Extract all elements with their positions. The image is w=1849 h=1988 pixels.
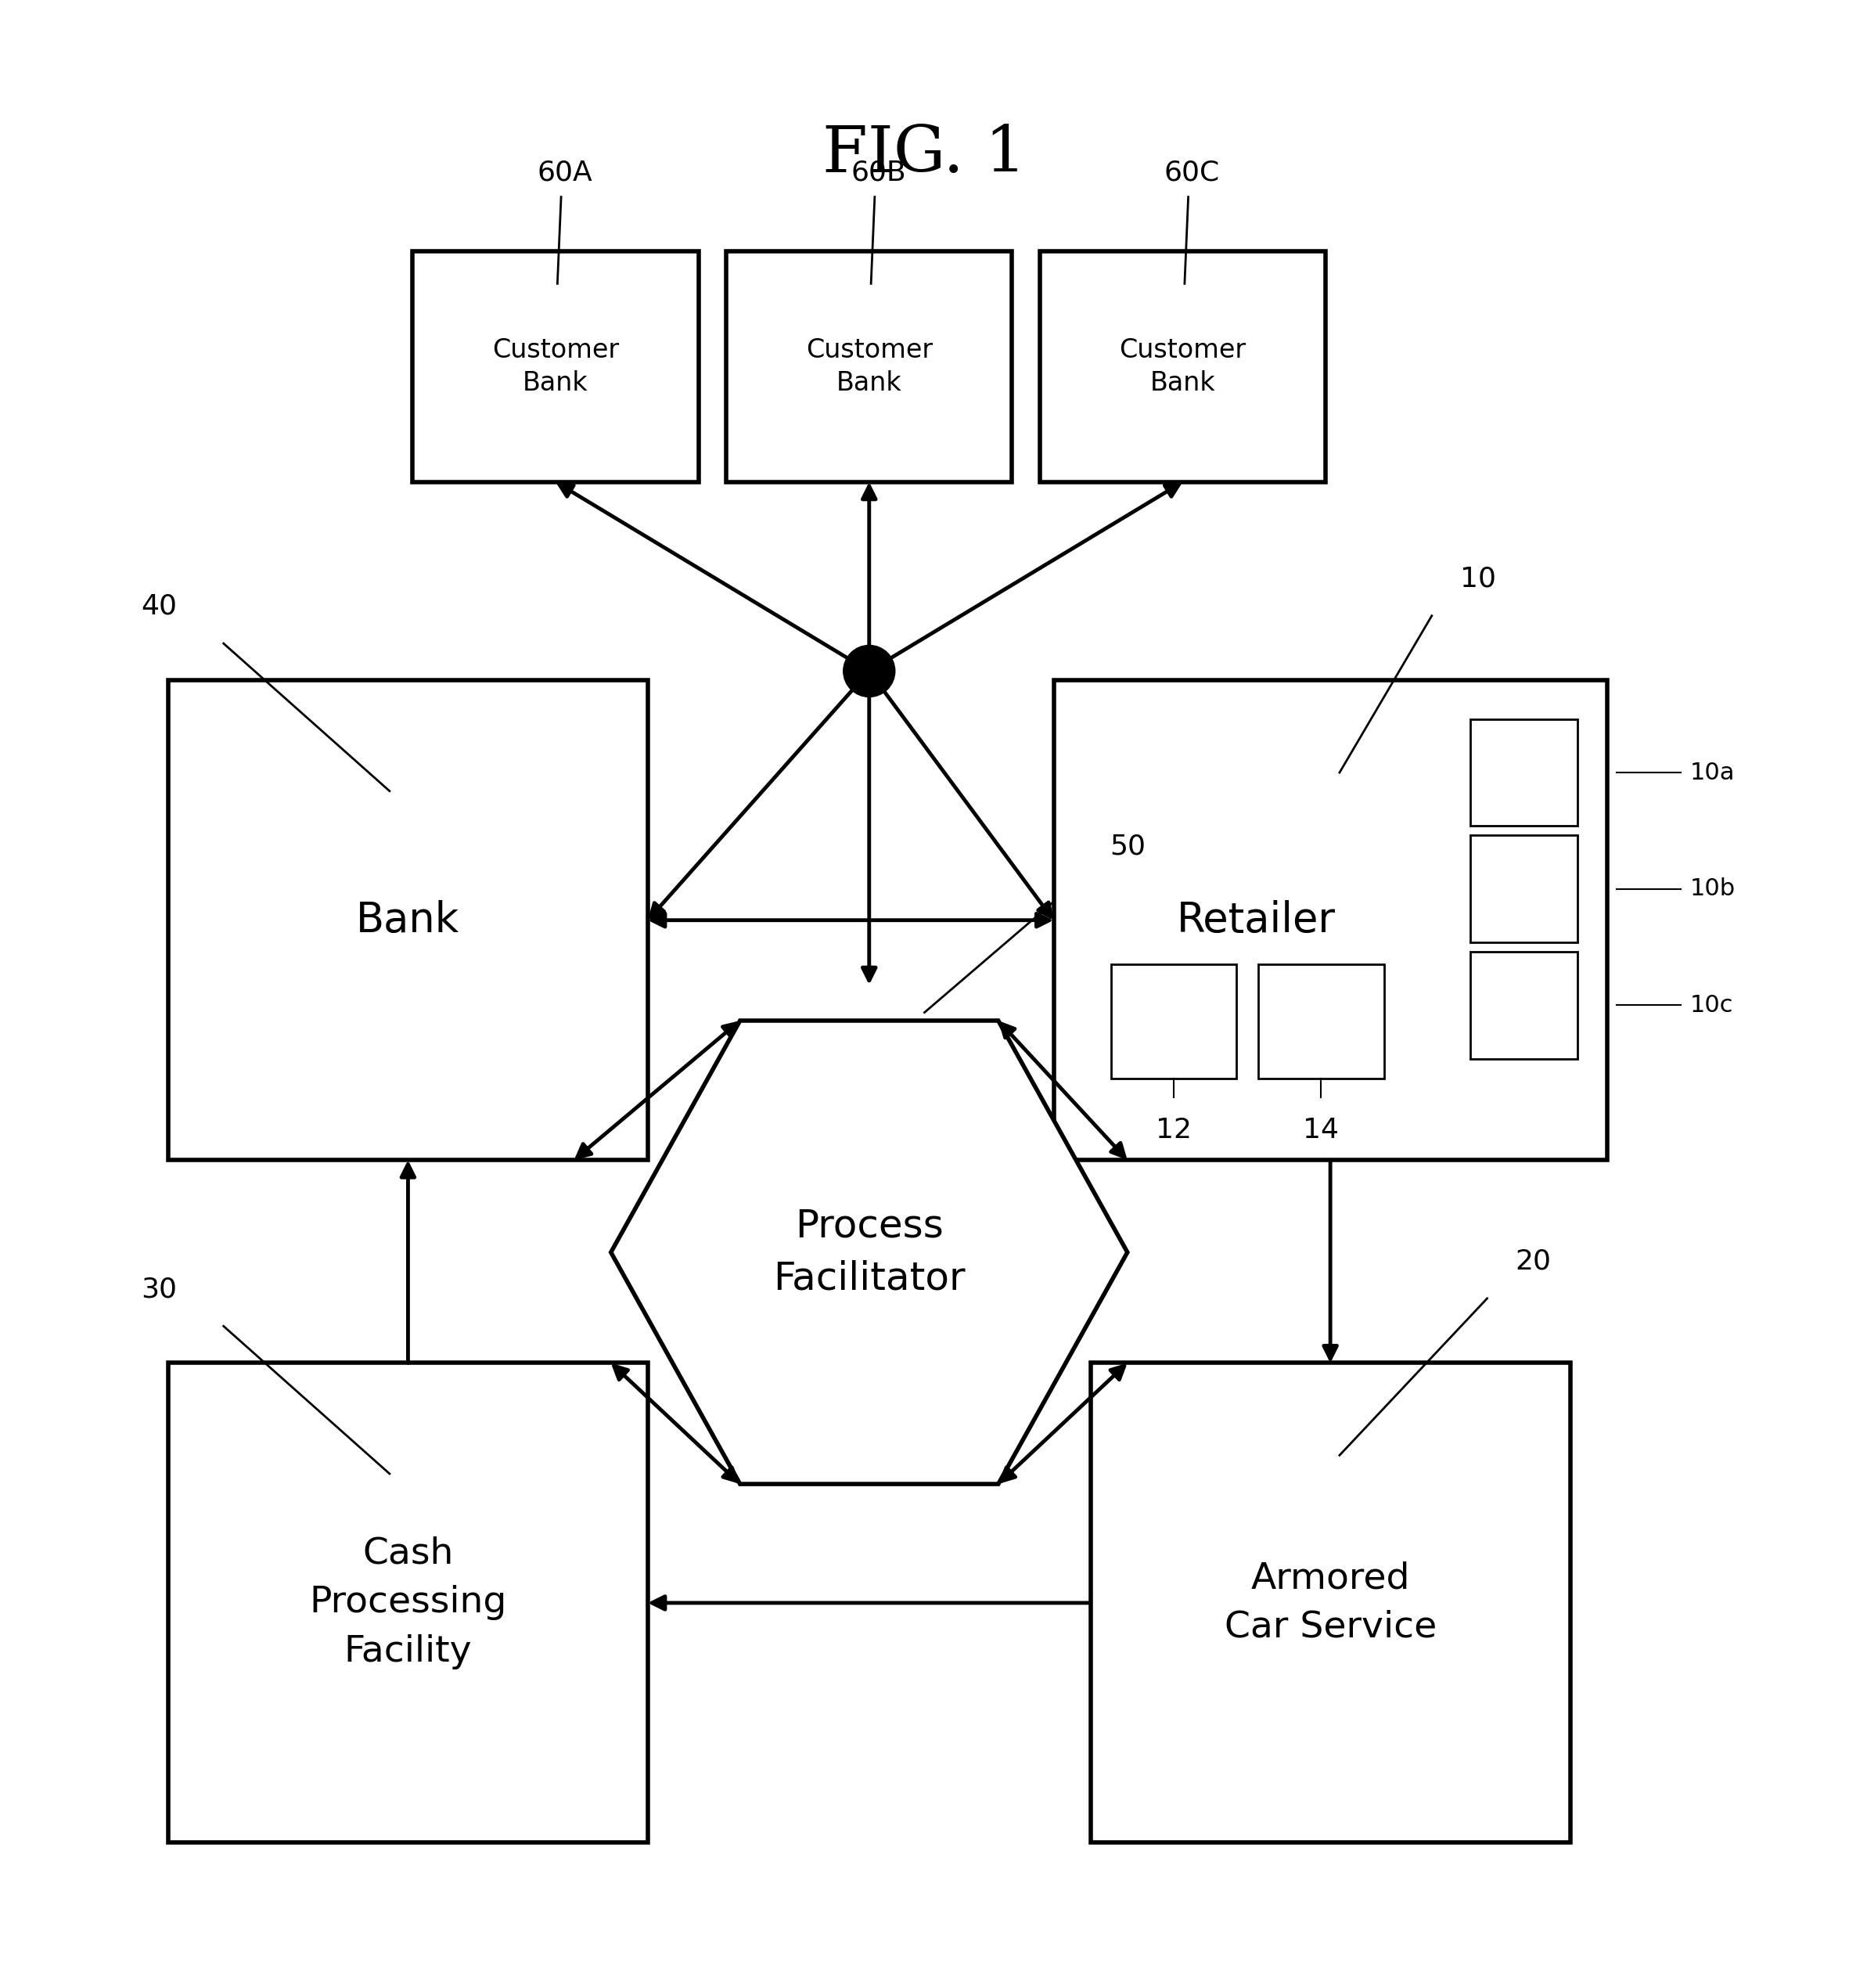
Text: 10: 10 bbox=[1461, 565, 1496, 592]
FancyBboxPatch shape bbox=[1470, 720, 1577, 827]
Text: 10a: 10a bbox=[1690, 761, 1734, 783]
FancyBboxPatch shape bbox=[1054, 680, 1607, 1161]
Text: 10c: 10c bbox=[1690, 994, 1734, 1016]
Text: FIG. 1: FIG. 1 bbox=[823, 123, 1026, 185]
FancyBboxPatch shape bbox=[168, 680, 647, 1161]
Text: 14: 14 bbox=[1304, 1117, 1339, 1143]
FancyBboxPatch shape bbox=[1259, 964, 1383, 1079]
Text: 40: 40 bbox=[141, 592, 178, 620]
Text: 30: 30 bbox=[141, 1276, 178, 1302]
Text: Process
Facilitator: Process Facilitator bbox=[773, 1207, 965, 1298]
Text: 12: 12 bbox=[1156, 1117, 1191, 1143]
Circle shape bbox=[843, 646, 895, 698]
FancyBboxPatch shape bbox=[412, 250, 699, 481]
FancyBboxPatch shape bbox=[1091, 1364, 1570, 1843]
Text: Bank: Bank bbox=[357, 901, 460, 940]
Text: 60C: 60C bbox=[1165, 159, 1220, 187]
Text: 50: 50 bbox=[1109, 833, 1145, 859]
Text: 60B: 60B bbox=[851, 159, 906, 187]
Text: Cash
Processing
Facility: Cash Processing Facility bbox=[309, 1537, 507, 1670]
Text: Retailer: Retailer bbox=[1178, 901, 1337, 940]
Text: Customer
Bank: Customer Bank bbox=[492, 338, 619, 396]
Text: 60A: 60A bbox=[536, 159, 592, 187]
Text: Customer
Bank: Customer Bank bbox=[1119, 338, 1246, 396]
FancyBboxPatch shape bbox=[1111, 964, 1237, 1079]
FancyBboxPatch shape bbox=[1470, 835, 1577, 942]
Text: Armored
Car Service: Armored Car Service bbox=[1224, 1561, 1437, 1644]
Polygon shape bbox=[610, 1020, 1128, 1483]
Text: 20: 20 bbox=[1514, 1248, 1551, 1274]
FancyBboxPatch shape bbox=[727, 250, 1011, 481]
FancyBboxPatch shape bbox=[1039, 250, 1326, 481]
Text: Customer
Bank: Customer Bank bbox=[806, 338, 932, 396]
FancyBboxPatch shape bbox=[1470, 952, 1577, 1058]
FancyBboxPatch shape bbox=[168, 1364, 647, 1843]
Text: 10b: 10b bbox=[1690, 877, 1736, 901]
